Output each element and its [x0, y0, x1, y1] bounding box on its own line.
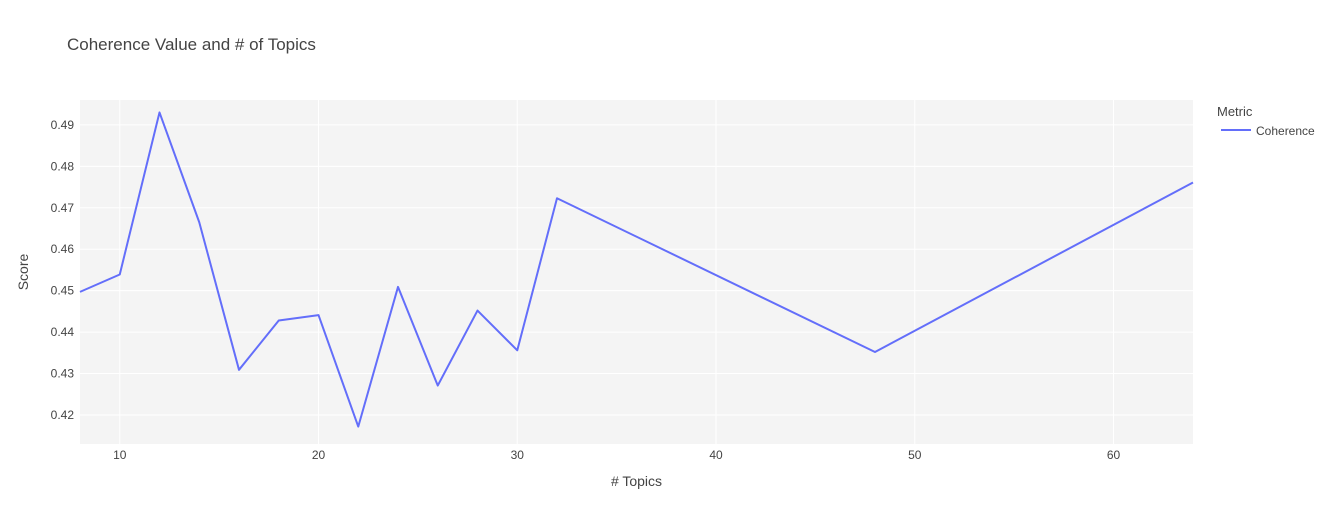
x-tick-label: 40	[709, 448, 723, 462]
y-tick-label: 0.49	[51, 118, 75, 132]
series-line-coherence[interactable]	[79, 111, 1194, 428]
legend-label: Coherence	[1256, 124, 1315, 138]
y-tick-label: 0.45	[51, 284, 75, 298]
legend-item-coherence[interactable]: Coherence	[1221, 124, 1315, 138]
y-gridlines	[80, 124, 1193, 416]
y-tick-labels: 0.42 0.43 0.44 0.45 0.46 0.47 0.48 0.49	[51, 118, 75, 422]
plot-area	[80, 100, 1193, 444]
x-tick-labels: 10 20 30 40 50 60	[113, 448, 1120, 462]
y-tick-label: 0.46	[51, 242, 75, 256]
y-tick-label: 0.43	[51, 367, 75, 381]
chart-title: Coherence Value and # of Topics	[67, 35, 316, 54]
y-axis-title: Score	[15, 254, 31, 291]
y-tick-label: 0.48	[51, 159, 75, 173]
x-tick-label: 30	[511, 448, 525, 462]
y-tick-label: 0.42	[51, 408, 75, 422]
x-tick-label: 20	[312, 448, 326, 462]
y-tick-label: 0.44	[51, 325, 75, 339]
legend[interactable]: Metric Coherence	[1217, 104, 1315, 138]
x-tick-label: 60	[1107, 448, 1121, 462]
x-axis-title: # Topics	[611, 473, 662, 489]
legend-title: Metric	[1217, 104, 1253, 119]
x-tick-label: 10	[113, 448, 127, 462]
x-tick-label: 50	[908, 448, 922, 462]
series-layer	[79, 111, 1194, 428]
y-tick-label: 0.47	[51, 201, 75, 215]
